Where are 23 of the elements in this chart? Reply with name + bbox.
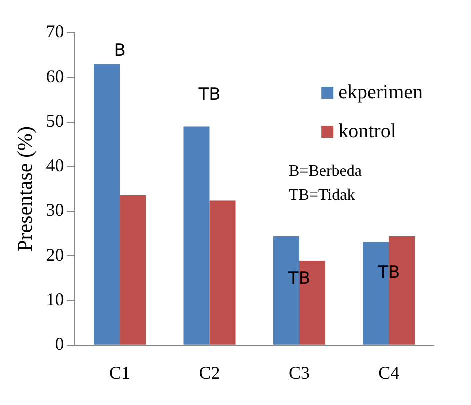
bar [210,200,236,345]
y-tick-label: 70 [46,22,64,42]
y-tick-label: 50 [46,110,64,131]
legend-label: kontrol [338,120,397,142]
y-tick-label: 10 [46,290,64,310]
x-tick-label: C3 [288,362,310,383]
y-tick-label: 40 [46,156,64,176]
x-tick-label: C2 [199,362,220,383]
y-tick-label: 60 [46,66,64,86]
annotation: TB [198,84,221,105]
bar [94,64,120,345]
y-tick-label: 0 [55,334,64,354]
bar [184,126,210,345]
bar [120,195,146,345]
y-tick-label: 30 [46,200,64,220]
y-axis-title: Presentase (%) [13,126,38,252]
y-tick-label: 20 [46,244,64,265]
legend-label: ekperimen [338,81,423,104]
annotation: B=Berbeda [289,163,362,180]
x-tick-label: C1 [110,362,131,383]
annotation: B [114,41,126,62]
x-tick-label: C4 [378,362,400,383]
annotation: TB=Tidak [289,187,356,204]
